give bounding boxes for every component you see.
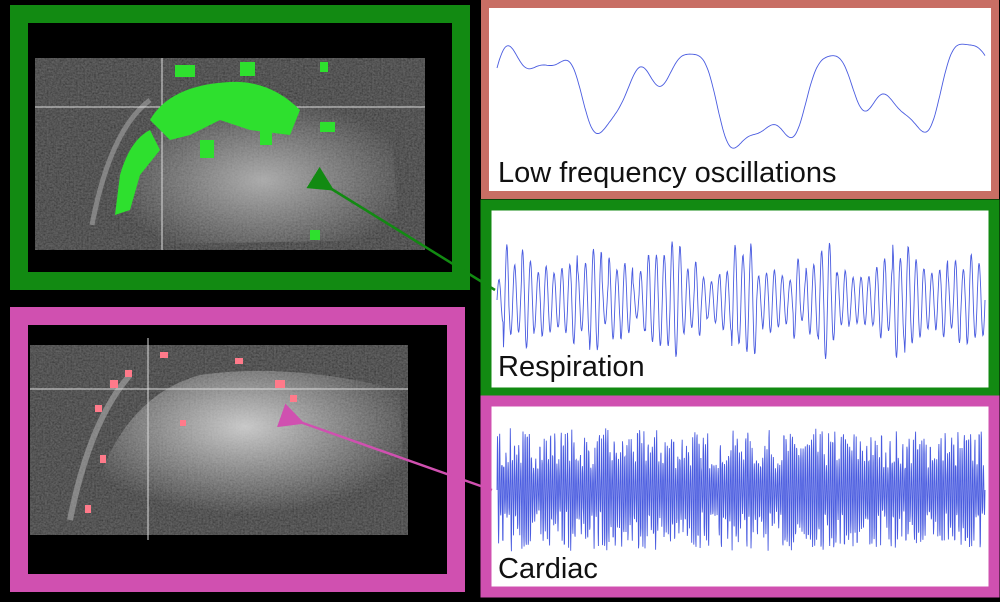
arrow xyxy=(306,166,496,292)
arrow xyxy=(276,403,493,492)
mri-image xyxy=(35,58,425,250)
waveform xyxy=(496,428,986,552)
signal-panel xyxy=(481,0,999,199)
waveform xyxy=(496,241,986,359)
waveform xyxy=(496,43,986,149)
panel-label: Respiration xyxy=(498,351,645,383)
panel-label: Cardiac xyxy=(498,553,598,585)
panel-label: Low frequency oscillations xyxy=(498,157,837,189)
mri-image xyxy=(30,338,408,540)
signal-panel xyxy=(480,199,1000,399)
